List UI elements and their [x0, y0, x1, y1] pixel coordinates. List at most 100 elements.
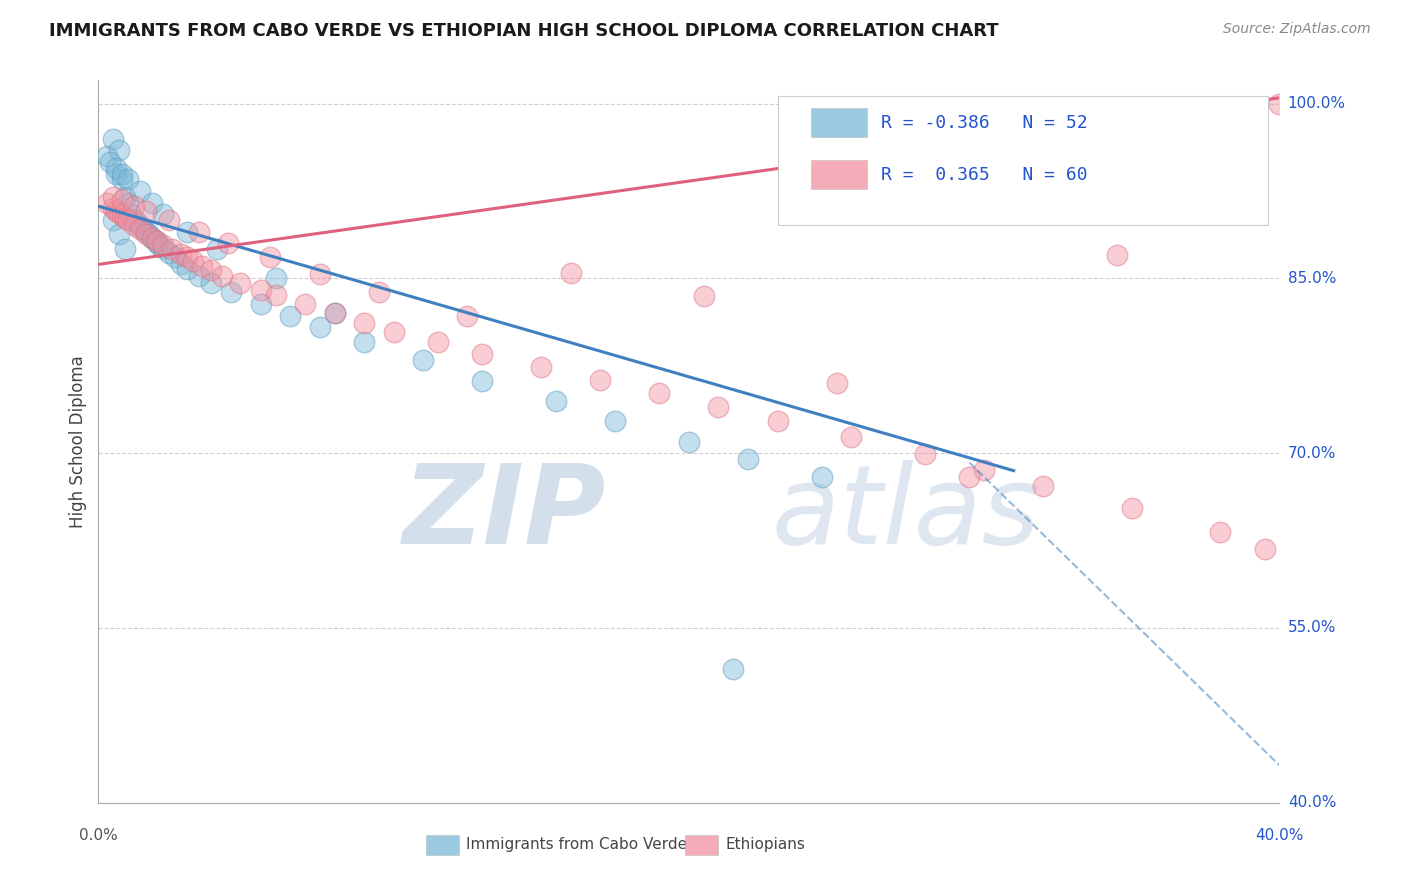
Text: ZIP: ZIP — [402, 460, 606, 567]
Y-axis label: High School Diploma: High School Diploma — [69, 355, 87, 528]
Text: atlas: atlas — [772, 460, 1040, 567]
Point — [103, 213, 125, 227]
Point — [157, 213, 180, 227]
Point — [1180, 143, 1202, 157]
Point — [1032, 479, 1054, 493]
Text: Ethiopians: Ethiopians — [725, 838, 806, 852]
Point — [108, 143, 131, 157]
Point — [117, 213, 139, 227]
Point — [766, 413, 789, 427]
Point — [382, 325, 405, 339]
Point — [309, 267, 332, 281]
Point — [108, 227, 131, 241]
Point — [128, 184, 150, 198]
Point — [135, 203, 157, 218]
Point — [250, 297, 273, 311]
Text: R = -0.386   N = 52: R = -0.386 N = 52 — [882, 114, 1088, 132]
Point — [111, 194, 134, 208]
Point — [368, 285, 391, 300]
Point — [141, 230, 163, 244]
Point — [471, 374, 494, 388]
Point — [1254, 541, 1277, 556]
Text: 40.0%: 40.0% — [1288, 796, 1336, 810]
Point — [122, 199, 145, 213]
Point — [280, 309, 302, 323]
Point — [135, 227, 157, 241]
Text: 55.0%: 55.0% — [1288, 621, 1336, 635]
Point — [605, 413, 627, 427]
Point — [1107, 248, 1129, 262]
Point — [114, 190, 136, 204]
Point — [1244, 114, 1267, 128]
Point — [146, 234, 169, 248]
Point — [96, 195, 118, 210]
Point — [181, 254, 204, 268]
Point — [427, 335, 450, 350]
Point — [162, 242, 183, 256]
Point — [589, 373, 612, 387]
Point — [141, 230, 163, 244]
Point — [973, 462, 995, 476]
Point — [471, 347, 494, 361]
Point — [111, 172, 134, 186]
Point — [530, 359, 553, 374]
Text: R =  0.365   N = 60: R = 0.365 N = 60 — [882, 166, 1088, 184]
Point — [152, 237, 174, 252]
Point — [128, 219, 150, 233]
Point — [353, 316, 375, 330]
Point — [149, 239, 172, 253]
Point — [205, 242, 228, 256]
Point — [191, 259, 214, 273]
Point — [103, 190, 125, 204]
Point — [229, 276, 252, 290]
Point — [105, 203, 128, 218]
Point — [170, 247, 193, 261]
Point — [1121, 500, 1143, 515]
Text: Source: ZipAtlas.com: Source: ZipAtlas.com — [1223, 22, 1371, 37]
Point — [152, 241, 174, 255]
Point — [132, 222, 155, 236]
Text: 0.0%: 0.0% — [79, 828, 118, 843]
Point — [810, 469, 832, 483]
Point — [560, 266, 582, 280]
FancyBboxPatch shape — [811, 109, 868, 137]
Point — [1209, 525, 1232, 540]
Point — [648, 385, 671, 400]
Point — [111, 209, 134, 223]
Point — [98, 154, 121, 169]
Point — [187, 225, 209, 239]
Text: 100.0%: 100.0% — [1288, 96, 1346, 112]
Point — [170, 257, 193, 271]
Point — [353, 335, 375, 350]
Point — [105, 167, 128, 181]
Point — [217, 236, 239, 251]
FancyBboxPatch shape — [811, 161, 868, 189]
Point — [914, 447, 936, 461]
Point — [122, 213, 145, 227]
Point — [117, 195, 139, 210]
Point — [412, 353, 434, 368]
Point — [457, 309, 479, 323]
Point — [108, 206, 131, 220]
Point — [135, 225, 157, 239]
Point — [693, 289, 716, 303]
Point — [825, 376, 848, 391]
Point — [128, 222, 150, 236]
Point — [221, 285, 243, 300]
Point — [264, 271, 287, 285]
Point — [114, 211, 136, 225]
Point — [103, 202, 125, 216]
Point — [841, 430, 863, 444]
Point — [165, 251, 187, 265]
Text: 70.0%: 70.0% — [1288, 446, 1336, 460]
Point — [114, 242, 136, 256]
Point — [737, 452, 759, 467]
Point — [120, 207, 142, 221]
Point — [117, 172, 139, 186]
Point — [176, 262, 198, 277]
Point — [143, 233, 166, 247]
Point — [187, 268, 209, 283]
Text: IMMIGRANTS FROM CABO VERDE VS ETHIOPIAN HIGH SCHOOL DIPLOMA CORRELATION CHART: IMMIGRANTS FROM CABO VERDE VS ETHIOPIAN … — [49, 22, 998, 40]
Point — [152, 207, 174, 221]
Point — [176, 225, 198, 239]
